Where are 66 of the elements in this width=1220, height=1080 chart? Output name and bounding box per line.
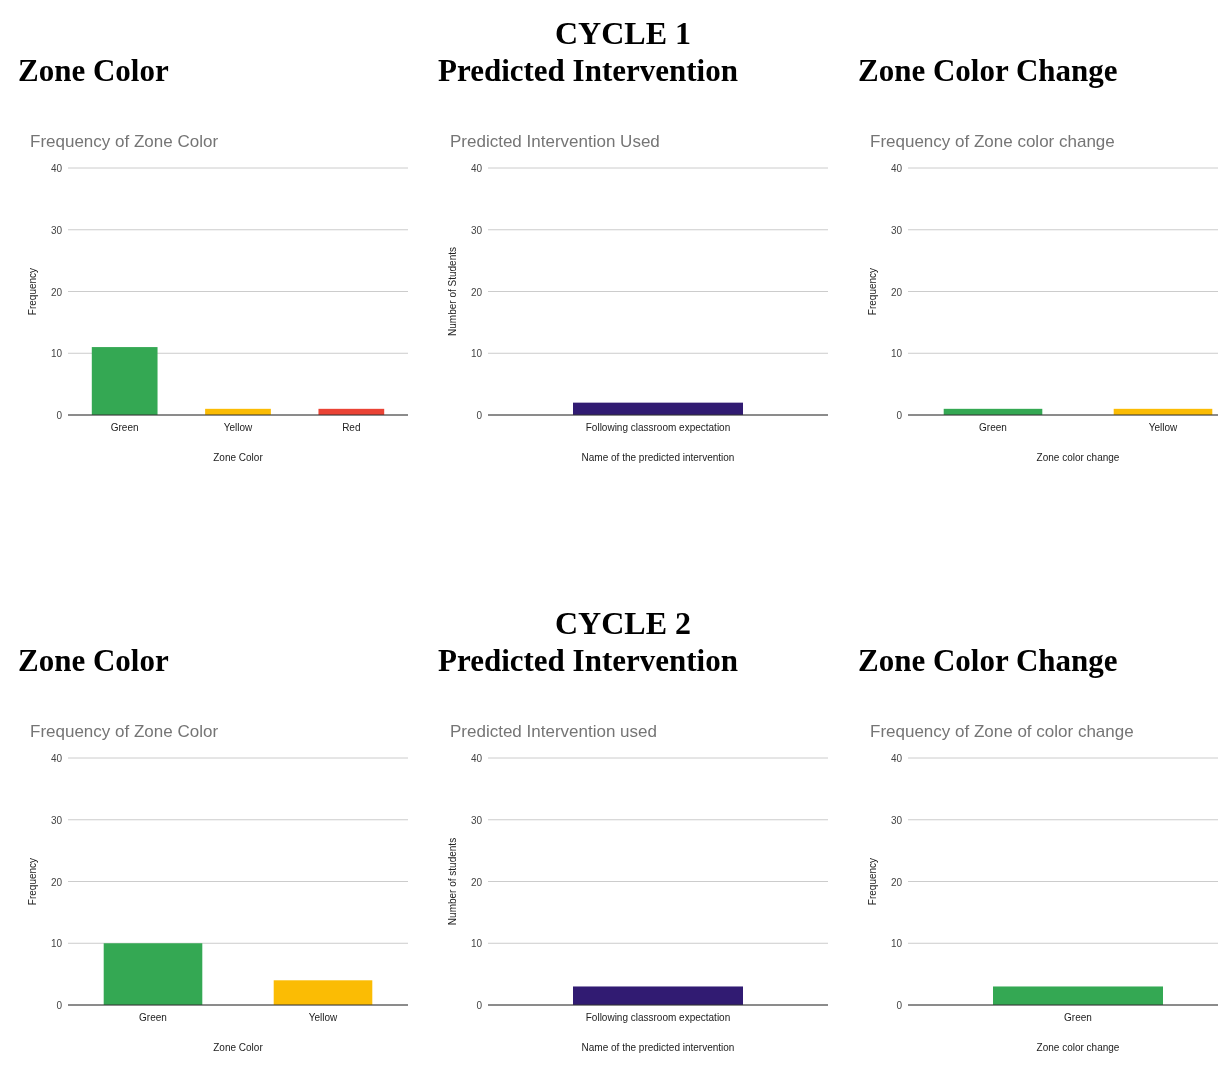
y-tick-label: 20 — [890, 876, 903, 888]
y-tick-label: 40 — [470, 163, 483, 174]
y-tick-label: 20 — [890, 286, 903, 298]
y-tick-label: 30 — [890, 224, 903, 236]
y-tick-label: 20 — [50, 286, 63, 298]
chart-title: Zone Color — [18, 53, 169, 88]
y-tick-label: 40 — [50, 753, 63, 764]
y-tick-label: 30 — [470, 224, 483, 236]
y-axis-title: Frequency — [27, 857, 38, 906]
x-tick-label: Following classroom expectation — [585, 422, 731, 433]
y-tick-label: 0 — [896, 1000, 903, 1011]
text: CYCLE 1 — [554, 15, 692, 51]
y-tick-label: 20 — [470, 876, 483, 888]
chart-title: Predicted Intervention — [438, 643, 738, 678]
chart-title: Zone Color Change — [858, 643, 1118, 678]
chart-title: Zone Color — [18, 643, 169, 678]
chart-subtitle: Predicted Intervention used — [450, 722, 657, 741]
y-tick-label: 10 — [50, 348, 63, 360]
y-tick-label: 10 — [470, 938, 483, 950]
chart-title: Zone Color Change — [858, 53, 1118, 88]
chart-subtitle: Frequency of Zone color change — [870, 132, 1115, 151]
y-tick-label: 0 — [476, 410, 483, 421]
y-axis-title: Number of Students — [447, 247, 458, 336]
text: CYCLE 2 — [554, 605, 692, 641]
y-tick-label: 10 — [50, 938, 63, 950]
x-axis-title: Zone Color — [213, 1042, 264, 1053]
y-tick-label: 40 — [890, 163, 903, 174]
chart-title: Predicted Intervention — [438, 53, 738, 88]
y-axis-title: Frequency — [867, 267, 878, 316]
y-tick-label: 20 — [470, 286, 483, 298]
x-axis-title: Name of the predicted intervention — [581, 452, 735, 463]
x-tick-label: Green — [979, 422, 1007, 433]
chart-subtitle: Predicted Intervention Used — [450, 132, 660, 151]
y-tick-label: 30 — [50, 224, 63, 236]
y-tick-label: 30 — [890, 814, 903, 826]
x-axis-title: Zone Color — [213, 452, 264, 463]
x-tick-label: Yellow — [1148, 422, 1179, 433]
x-axis-title: Zone color change — [1036, 452, 1120, 463]
y-tick-label: 30 — [50, 814, 63, 826]
y-tick-label: 40 — [890, 753, 903, 764]
x-tick-label: Yellow — [223, 422, 254, 433]
x-tick-label: Green — [110, 422, 139, 433]
x-tick-label: Following classroom expectation — [585, 1012, 731, 1023]
y-tick-label: 0 — [896, 410, 903, 421]
y-tick-label: 0 — [476, 1000, 483, 1011]
chart-subtitle: Frequency of Zone of color change — [870, 722, 1134, 741]
y-tick-label: 10 — [890, 348, 903, 360]
y-tick-label: 40 — [50, 163, 63, 174]
y-axis-title: Frequency — [27, 267, 38, 316]
y-axis-title: Frequency — [867, 857, 878, 906]
chart-subtitle: Frequency of Zone Color — [30, 132, 219, 151]
y-tick-label: 20 — [50, 876, 63, 888]
x-tick-label: Yellow — [308, 1012, 339, 1023]
y-tick-label: 10 — [890, 938, 903, 950]
x-tick-label: Red — [342, 422, 361, 433]
y-tick-label: 30 — [470, 814, 483, 826]
y-tick-label: 40 — [470, 753, 483, 764]
x-axis-title: Zone color change — [1036, 1042, 1120, 1053]
x-tick-label: Green — [1064, 1012, 1092, 1023]
x-axis-title: Name of the predicted intervention — [581, 1042, 735, 1053]
x-tick-label: Green — [139, 1012, 167, 1023]
y-tick-label: 0 — [56, 1000, 63, 1011]
y-tick-label: 10 — [470, 348, 483, 360]
y-axis-title: Number of students — [447, 837, 458, 926]
chart-subtitle: Frequency of Zone Color — [30, 722, 219, 741]
y-tick-label: 0 — [56, 410, 63, 421]
